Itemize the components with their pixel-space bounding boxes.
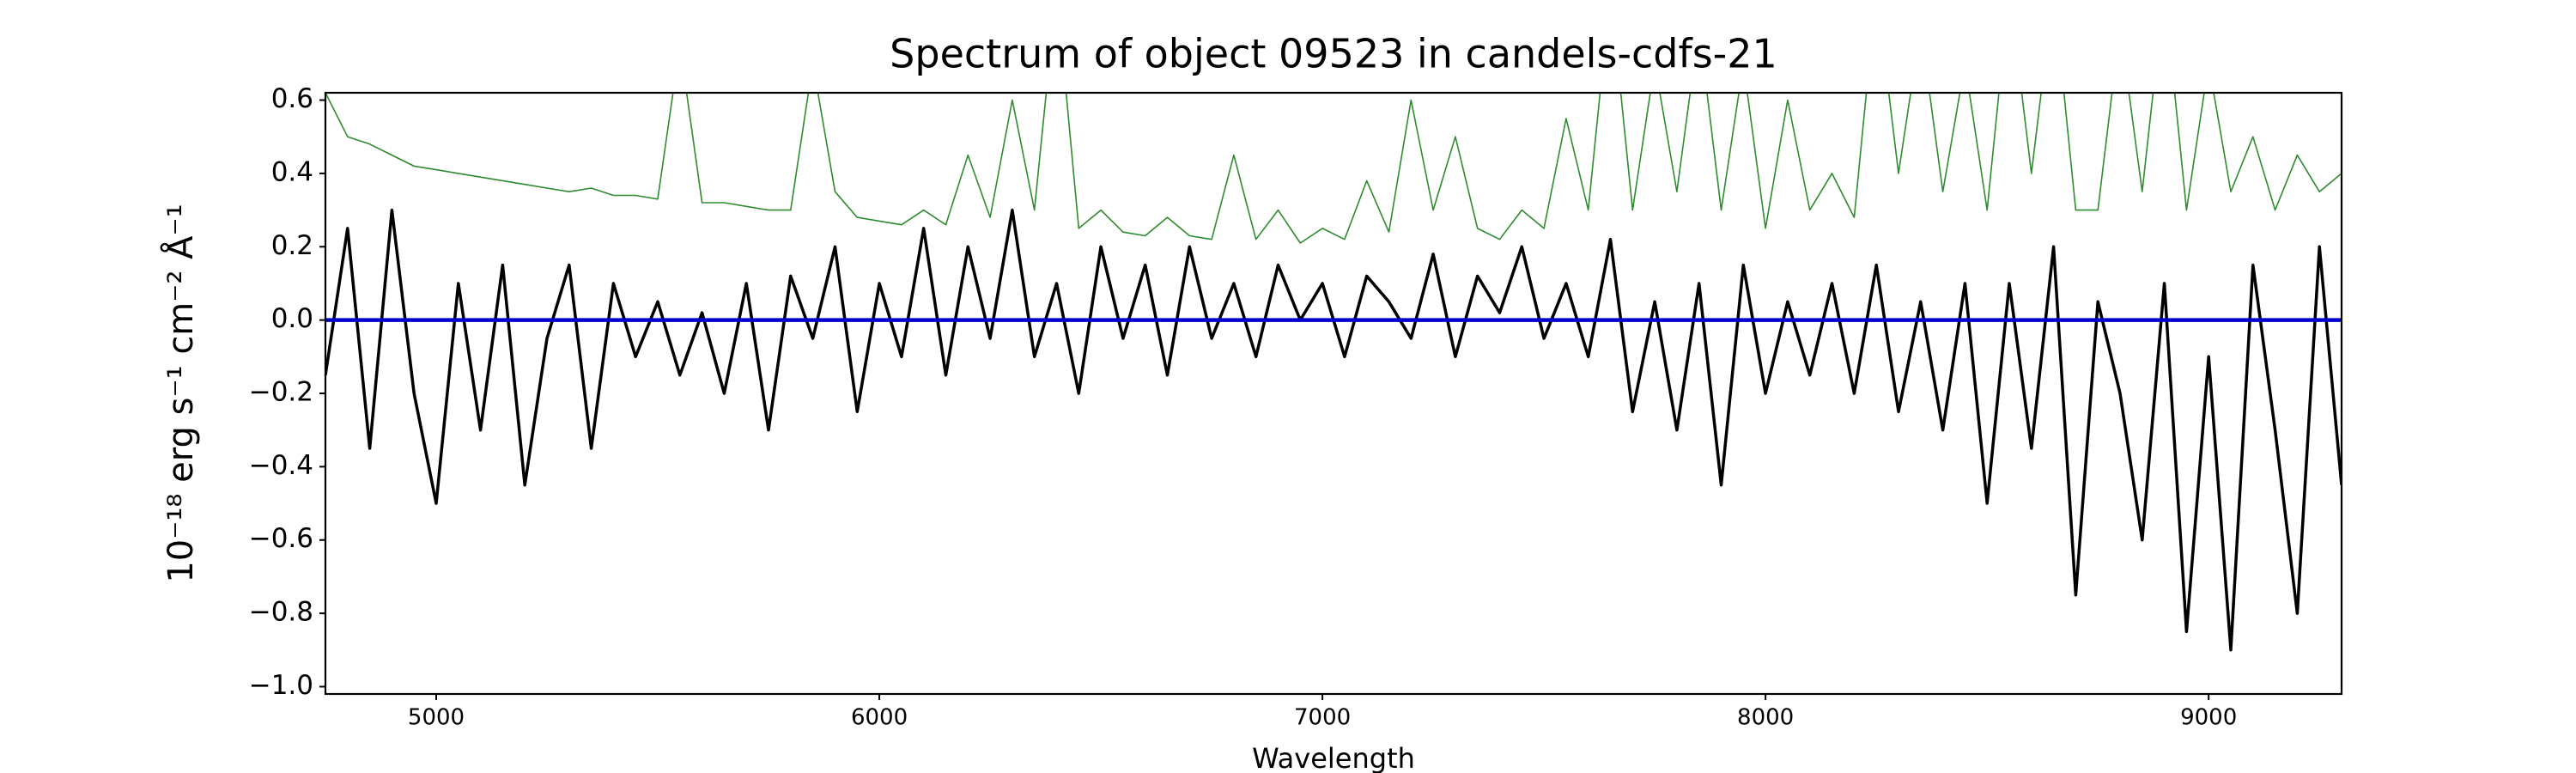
y-tick-label: 0.4: [271, 156, 313, 187]
y-tick-label: −0.8: [249, 597, 313, 628]
axes-frame: [324, 91, 2343, 696]
y-tick-label: −0.6: [249, 523, 313, 554]
y-tick-label: −0.2: [249, 377, 313, 408]
y-tick-label: 0.2: [271, 230, 313, 261]
x-axis-label: Wavelength: [1252, 742, 1415, 773]
y-tick-label: −0.4: [249, 450, 313, 481]
x-tick-label: 5000: [408, 705, 465, 731]
x-tick-label: 7000: [1294, 705, 1351, 731]
spectrum-line: [325, 208, 2342, 652]
x-tick-label: 8000: [1737, 705, 1794, 731]
x-tick-label: 6000: [851, 705, 908, 731]
x-tick-label: 9000: [2180, 705, 2237, 731]
y-tick-label: −1.0: [249, 670, 313, 701]
spectrum-line: [325, 93, 2342, 244]
chart-title: Spectrum of object 09523 in candels-cdfs…: [890, 31, 1777, 77]
plot-area: [325, 93, 2342, 652]
y-tick-label: 0.0: [271, 303, 313, 334]
y-tick-label: 0.6: [271, 83, 313, 114]
y-axis-label: 10⁻¹⁸ erg s⁻¹ cm⁻² Å⁻¹: [160, 204, 201, 582]
